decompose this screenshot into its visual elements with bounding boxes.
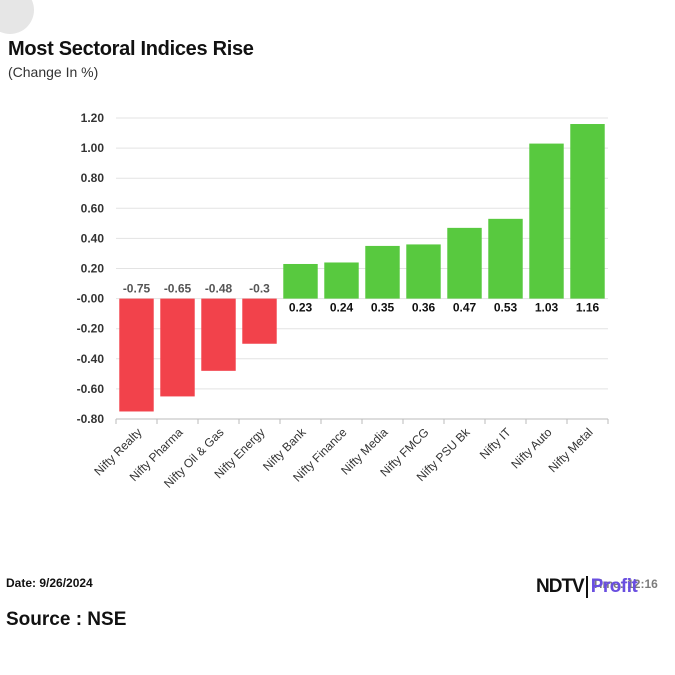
logo-ndtv-text: NDTV <box>536 576 585 597</box>
data-label: -0.75 <box>123 282 151 296</box>
bar <box>201 298 236 371</box>
y-tick-label: 0.40 <box>81 231 105 245</box>
bar <box>570 124 605 299</box>
source-label: Source : NSE <box>6 609 127 630</box>
bar <box>406 244 441 299</box>
date-label: Date: 9/26/2024 <box>6 576 93 590</box>
data-label: 0.23 <box>289 301 313 315</box>
data-label: 0.35 <box>371 301 395 315</box>
bar <box>529 143 564 299</box>
time-label: Time: 12:16 <box>592 577 658 591</box>
data-label: -0.65 <box>164 282 192 296</box>
ndtv-profit-logo: NDTV Profit <box>536 574 638 600</box>
data-label: 0.24 <box>330 301 354 315</box>
bar <box>488 218 523 299</box>
logo-profit-text: Profit <box>590 576 638 597</box>
bar <box>119 298 154 412</box>
y-tick-label: -0.00 <box>77 292 105 306</box>
bar <box>160 298 195 397</box>
logo-separator <box>585 576 588 598</box>
data-label: 0.53 <box>494 301 518 315</box>
bar <box>242 298 277 344</box>
y-tick-label: -0.80 <box>77 412 105 426</box>
data-label: 1.16 <box>576 301 600 315</box>
bar <box>324 262 359 299</box>
y-tick-label: 0.20 <box>81 262 105 276</box>
y-tick-label: 0.60 <box>81 201 105 215</box>
chart-title: Most Sectoral Indices Rise <box>8 38 254 60</box>
x-tick-label: Nifty Metal <box>546 425 596 475</box>
y-tick-label: -0.20 <box>77 322 105 336</box>
y-tick-label: -0.60 <box>77 382 105 396</box>
bar <box>365 245 400 299</box>
y-tick-label: 1.00 <box>81 141 105 155</box>
data-label: -0.3 <box>249 282 270 296</box>
data-label: -0.48 <box>205 282 233 296</box>
y-tick-label: -0.40 <box>77 352 105 366</box>
y-tick-label: 1.20 <box>81 111 105 125</box>
bar <box>447 227 482 299</box>
data-label: 1.03 <box>535 301 559 315</box>
data-label: 0.47 <box>453 301 477 315</box>
y-tick-label: 0.80 <box>81 171 105 185</box>
x-tick-label: Nifty IT <box>477 425 514 462</box>
data-label: 0.36 <box>412 301 436 315</box>
chart-subtitle: (Change In %) <box>8 64 99 80</box>
bar <box>283 263 318 299</box>
bar-chart: 1.20 1.00 0.80 0.60 0.40 0.20 -0.00 -0.20 -0.40 -… <box>77 111 609 491</box>
